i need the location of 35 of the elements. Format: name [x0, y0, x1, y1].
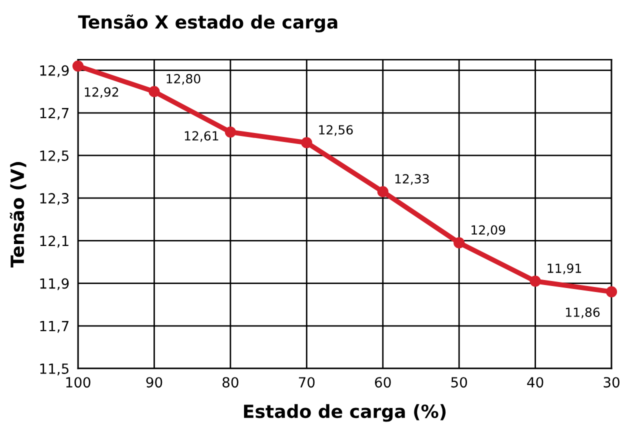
data-label: 12,33 [395, 174, 429, 185]
data-label: 12,09 [472, 225, 506, 236]
y-tick-label: 12,3 [40, 193, 69, 205]
point [72, 60, 84, 72]
point [606, 286, 618, 298]
y-tick-label: 11,5 [40, 364, 68, 376]
y-axis-title: Tensão (V) [10, 162, 26, 268]
data-label: 12,92 [84, 87, 118, 98]
x-axis-title: Estado de carga (%) [244, 404, 446, 422]
y-tick-label: 12,5 [40, 150, 68, 162]
x-tick-label: 30 [604, 377, 620, 388]
x-tick-label: 80 [222, 377, 238, 388]
x-tick-label: 60 [375, 377, 391, 388]
y-tick-label: 11,7 [40, 321, 68, 333]
point [530, 276, 541, 287]
point [224, 126, 236, 138]
point [148, 86, 160, 98]
data-label: 11,91 [548, 264, 582, 274]
x-tick-label: 100 [66, 377, 90, 388]
x-tick-label: 40 [527, 377, 544, 388]
y-tick-label: 11,9 [40, 278, 69, 290]
data-label: 12,80 [166, 74, 200, 85]
point [377, 186, 388, 198]
data-label: 12,61 [184, 131, 218, 142]
x-tick-label: 70 [298, 377, 315, 388]
data-label: 12,56 [319, 125, 353, 136]
y-tick-label: 12,7 [40, 108, 68, 120]
x-tick-label: 50 [451, 377, 467, 388]
chart-title: Tensão X estado de carga [78, 14, 338, 32]
y-tick-label: 12,1 [40, 236, 68, 248]
point [454, 237, 465, 248]
y-tick-label: 12,9 [40, 65, 69, 78]
point [301, 137, 312, 148]
x-tick-label: 90 [146, 377, 162, 388]
data-label: 11,86 [566, 308, 600, 318]
